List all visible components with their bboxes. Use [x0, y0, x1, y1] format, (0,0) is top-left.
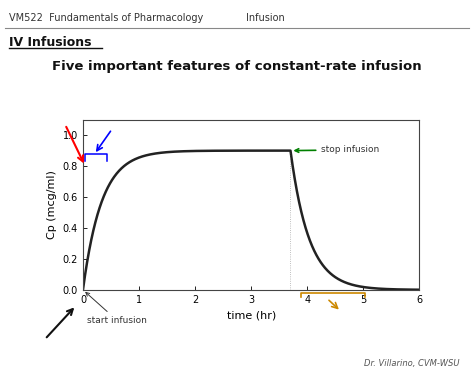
Text: stop infusion: stop infusion: [295, 145, 380, 154]
Text: Five important features of constant-rate infusion: Five important features of constant-rate…: [52, 60, 422, 73]
Text: Infusion: Infusion: [246, 13, 285, 23]
Text: VM522  Fundamentals of Pharmacology: VM522 Fundamentals of Pharmacology: [9, 13, 204, 23]
X-axis label: time (hr): time (hr): [227, 310, 276, 320]
Text: start infusion: start infusion: [86, 292, 147, 325]
Text: IV Infusions: IV Infusions: [9, 36, 92, 49]
Y-axis label: Cp (mcg/ml): Cp (mcg/ml): [47, 170, 57, 239]
Text: Dr. Villarino, CVM-WSU: Dr. Villarino, CVM-WSU: [365, 359, 460, 368]
